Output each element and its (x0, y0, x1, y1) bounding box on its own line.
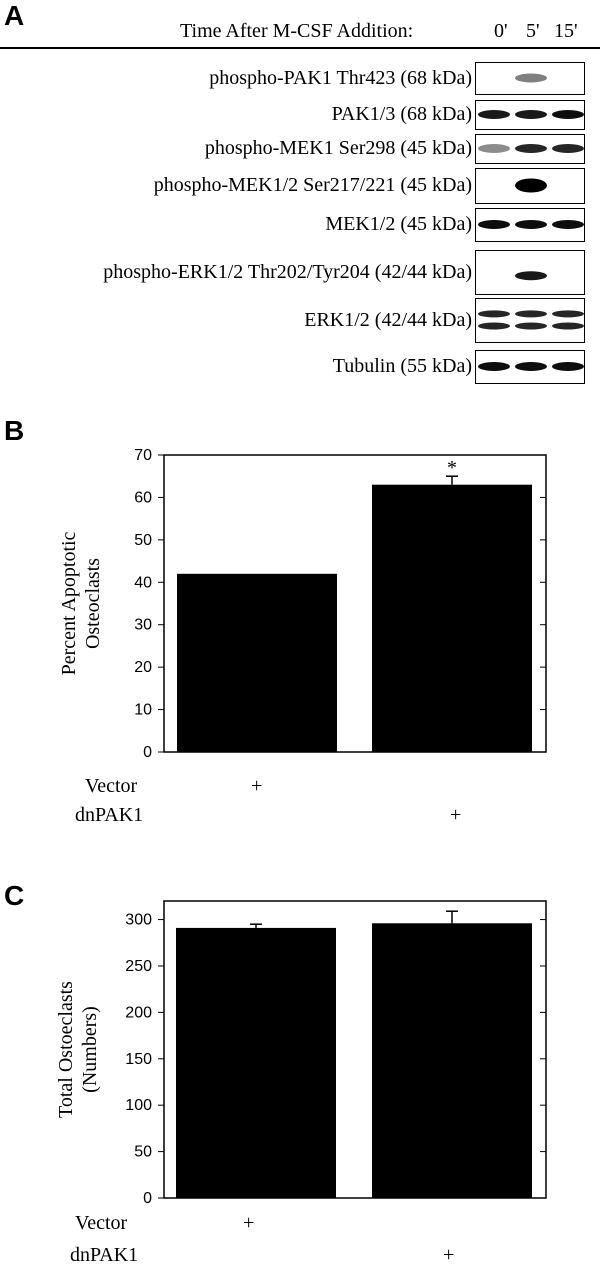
band-6-2 (552, 322, 584, 330)
chart-b-ytick-label-4: 40 (134, 574, 152, 591)
blot-label-5: phospho-ERK1/2 Thr202/Tyr204 (42/44 kDa) (103, 260, 472, 283)
total-osteoclasts-chart: 0 50 100 150 200 250 300 Total Ostoeclasts (Numb… (55, 900, 547, 1207)
band-4-0 (478, 220, 510, 229)
band-3-1 (515, 178, 547, 193)
dnpak1-plus-2: + (450, 804, 462, 826)
time-point-5: 5' (526, 20, 540, 42)
band-1-1 (515, 110, 547, 119)
blot-label-0: phospho-PAK1 Thr423 (68 kDa) (209, 66, 472, 89)
blot-box-7 (475, 350, 585, 384)
chart-b-ytick-label-1: 10 (134, 702, 152, 719)
band-0-1 (515, 73, 547, 83)
band-2-2 (552, 144, 584, 153)
vector-plus-1: + (251, 775, 263, 797)
chart-c-ytick-label-2: 100 (125, 1097, 152, 1114)
chart-b-ytick-label-7: 70 (134, 447, 152, 464)
band-1-2 (552, 110, 584, 119)
band-4-2 (552, 220, 584, 229)
blot-label-2: phospho-MEK1 Ser298 (45 kDa) (204, 137, 472, 159)
vector-plus-c: + (243, 1212, 255, 1234)
band-4-1 (515, 220, 547, 229)
header-rule (0, 47, 600, 49)
apoptotic-osteoclasts-chart: 0 10 20 30 40 50 60 70 * Percent Apoptotic Osteocl… (58, 447, 547, 761)
time-point-0: 0' (494, 20, 508, 42)
band-7-0 (478, 362, 510, 371)
chart-c-ytick-label-4: 200 (125, 1004, 152, 1021)
chart-c-ytick-label-6: 300 (125, 912, 152, 929)
blot-label-4: MEK1/2 (45 kDa) (325, 213, 472, 235)
panel-c-letter: C (4, 880, 25, 911)
chart-b-ytick-label-2: 20 (134, 659, 152, 676)
chart-b-bar-0 (177, 573, 337, 752)
blot-label-1: PAK1/3 (68 kDa) (331, 103, 472, 125)
panel-b-letter: B (4, 415, 25, 446)
chart-c-bar-0 (176, 927, 336, 1198)
chart-c-ytick-label-5: 250 (125, 958, 152, 975)
time-header: Time After M-CSF Addition: (180, 20, 414, 42)
chart-b-bar-1 (372, 484, 532, 752)
condition-vector-label: Vector (85, 775, 138, 797)
band-1-0 (478, 110, 510, 119)
band-6-0 (478, 322, 510, 330)
condition-dnpak1-label: dnPAK1 (75, 804, 144, 826)
condition-vector-label-c: Vector (75, 1212, 128, 1234)
chart-c-ytick-label-1: 50 (134, 1144, 152, 1161)
chart-b-ytick-label-3: 30 (134, 617, 152, 634)
blot-box-0 (475, 62, 585, 95)
time-point-15: 15' (554, 20, 578, 42)
band-5-1 (515, 271, 547, 281)
band-6-2 (552, 310, 584, 318)
chart-b-ytick-label-5: 50 (134, 532, 152, 549)
blot-label-6: ERK1/2 (42/44 kDa) (304, 308, 472, 331)
chart-c-bar-1 (372, 923, 532, 1198)
blot-box-3 (475, 168, 585, 204)
band-2-1 (515, 144, 547, 153)
blot-box-4 (475, 208, 585, 242)
blot-label-3: phospho-MEK1/2 Ser217/221 (45 kDa) (153, 174, 472, 196)
chart-c-ytick-label-0: 0 (143, 1190, 152, 1207)
chart-b-annotation-1: * (447, 457, 457, 479)
chart-c-frame (163, 900, 547, 1199)
band-2-0 (478, 144, 510, 153)
chart-b-frame (163, 454, 547, 753)
band-6-0 (478, 310, 510, 318)
chart-b-ylabel: Percent Apoptotic Osteoclasts (58, 531, 104, 675)
band-6-1 (515, 322, 547, 330)
blot-box-2 (475, 134, 585, 164)
chart-b-ytick-label-6: 60 (134, 489, 152, 506)
blot-box-6 (475, 298, 585, 343)
chart-c-ylabel: Total Ostoeclasts (Numbers) (55, 981, 101, 1118)
blot-box-5 (475, 250, 585, 295)
condition-dnpak1-label-c: dnPAK1 (70, 1244, 139, 1266)
chart-c-ytick-label-3: 150 (125, 1051, 152, 1068)
chart-b-ytick-label-0: 0 (143, 744, 152, 761)
blot-box-1 (475, 100, 585, 130)
band-7-1 (515, 362, 547, 371)
panel-a-letter: A (4, 0, 25, 31)
band-6-1 (515, 310, 547, 318)
blot-label-7: Tubulin (55 kDa) (332, 355, 472, 377)
dnpak1-plus-c: + (443, 1244, 455, 1266)
band-7-2 (552, 362, 584, 371)
